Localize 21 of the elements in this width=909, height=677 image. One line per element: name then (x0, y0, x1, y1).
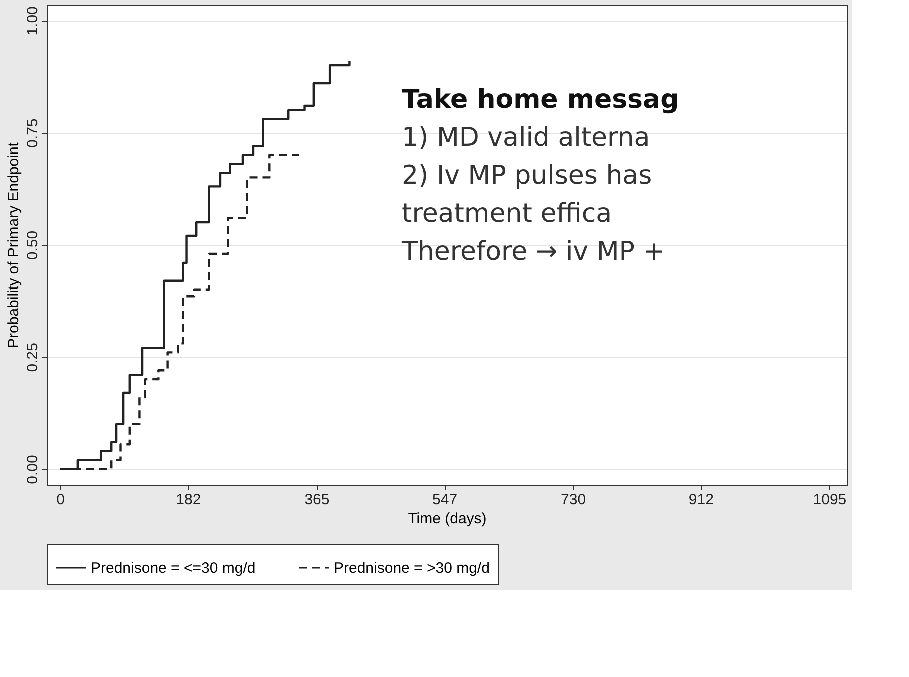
x-tick-label: 0 (56, 492, 66, 508)
legend-label: Prednisone = <=30 mg/d (91, 560, 256, 577)
x-tick-label: 912 (688, 492, 714, 508)
y-tick-label: 0.25 (24, 343, 42, 372)
annotation: 2) Iv MP pulses has (402, 161, 652, 191)
y-tick-label: 1.00 (24, 6, 42, 36)
x-tick-label: 182 (176, 492, 202, 508)
y-tick-label: 0.00 (24, 455, 42, 484)
annotation: Take home messag (402, 85, 680, 115)
y-axis-title: Probability of Primary Endpoint (6, 142, 22, 348)
annotation: Therefore → iv MP + (401, 237, 665, 267)
x-tick-label: 730 (561, 492, 586, 508)
y-tick-label: 0.75 (24, 118, 42, 148)
legend-label: Prednisone = >30 mg/d (334, 560, 490, 577)
y-tick-label: 0.50 (24, 230, 42, 260)
annotation: 1) MD valid alterna (402, 123, 650, 153)
annotation: treatment effica (402, 199, 612, 229)
x-tick-label: 1095 (813, 492, 847, 508)
x-tick-label: 547 (432, 492, 458, 508)
x-tick-label: 365 (304, 492, 330, 508)
x-axis-title: Time (days) (408, 510, 487, 528)
